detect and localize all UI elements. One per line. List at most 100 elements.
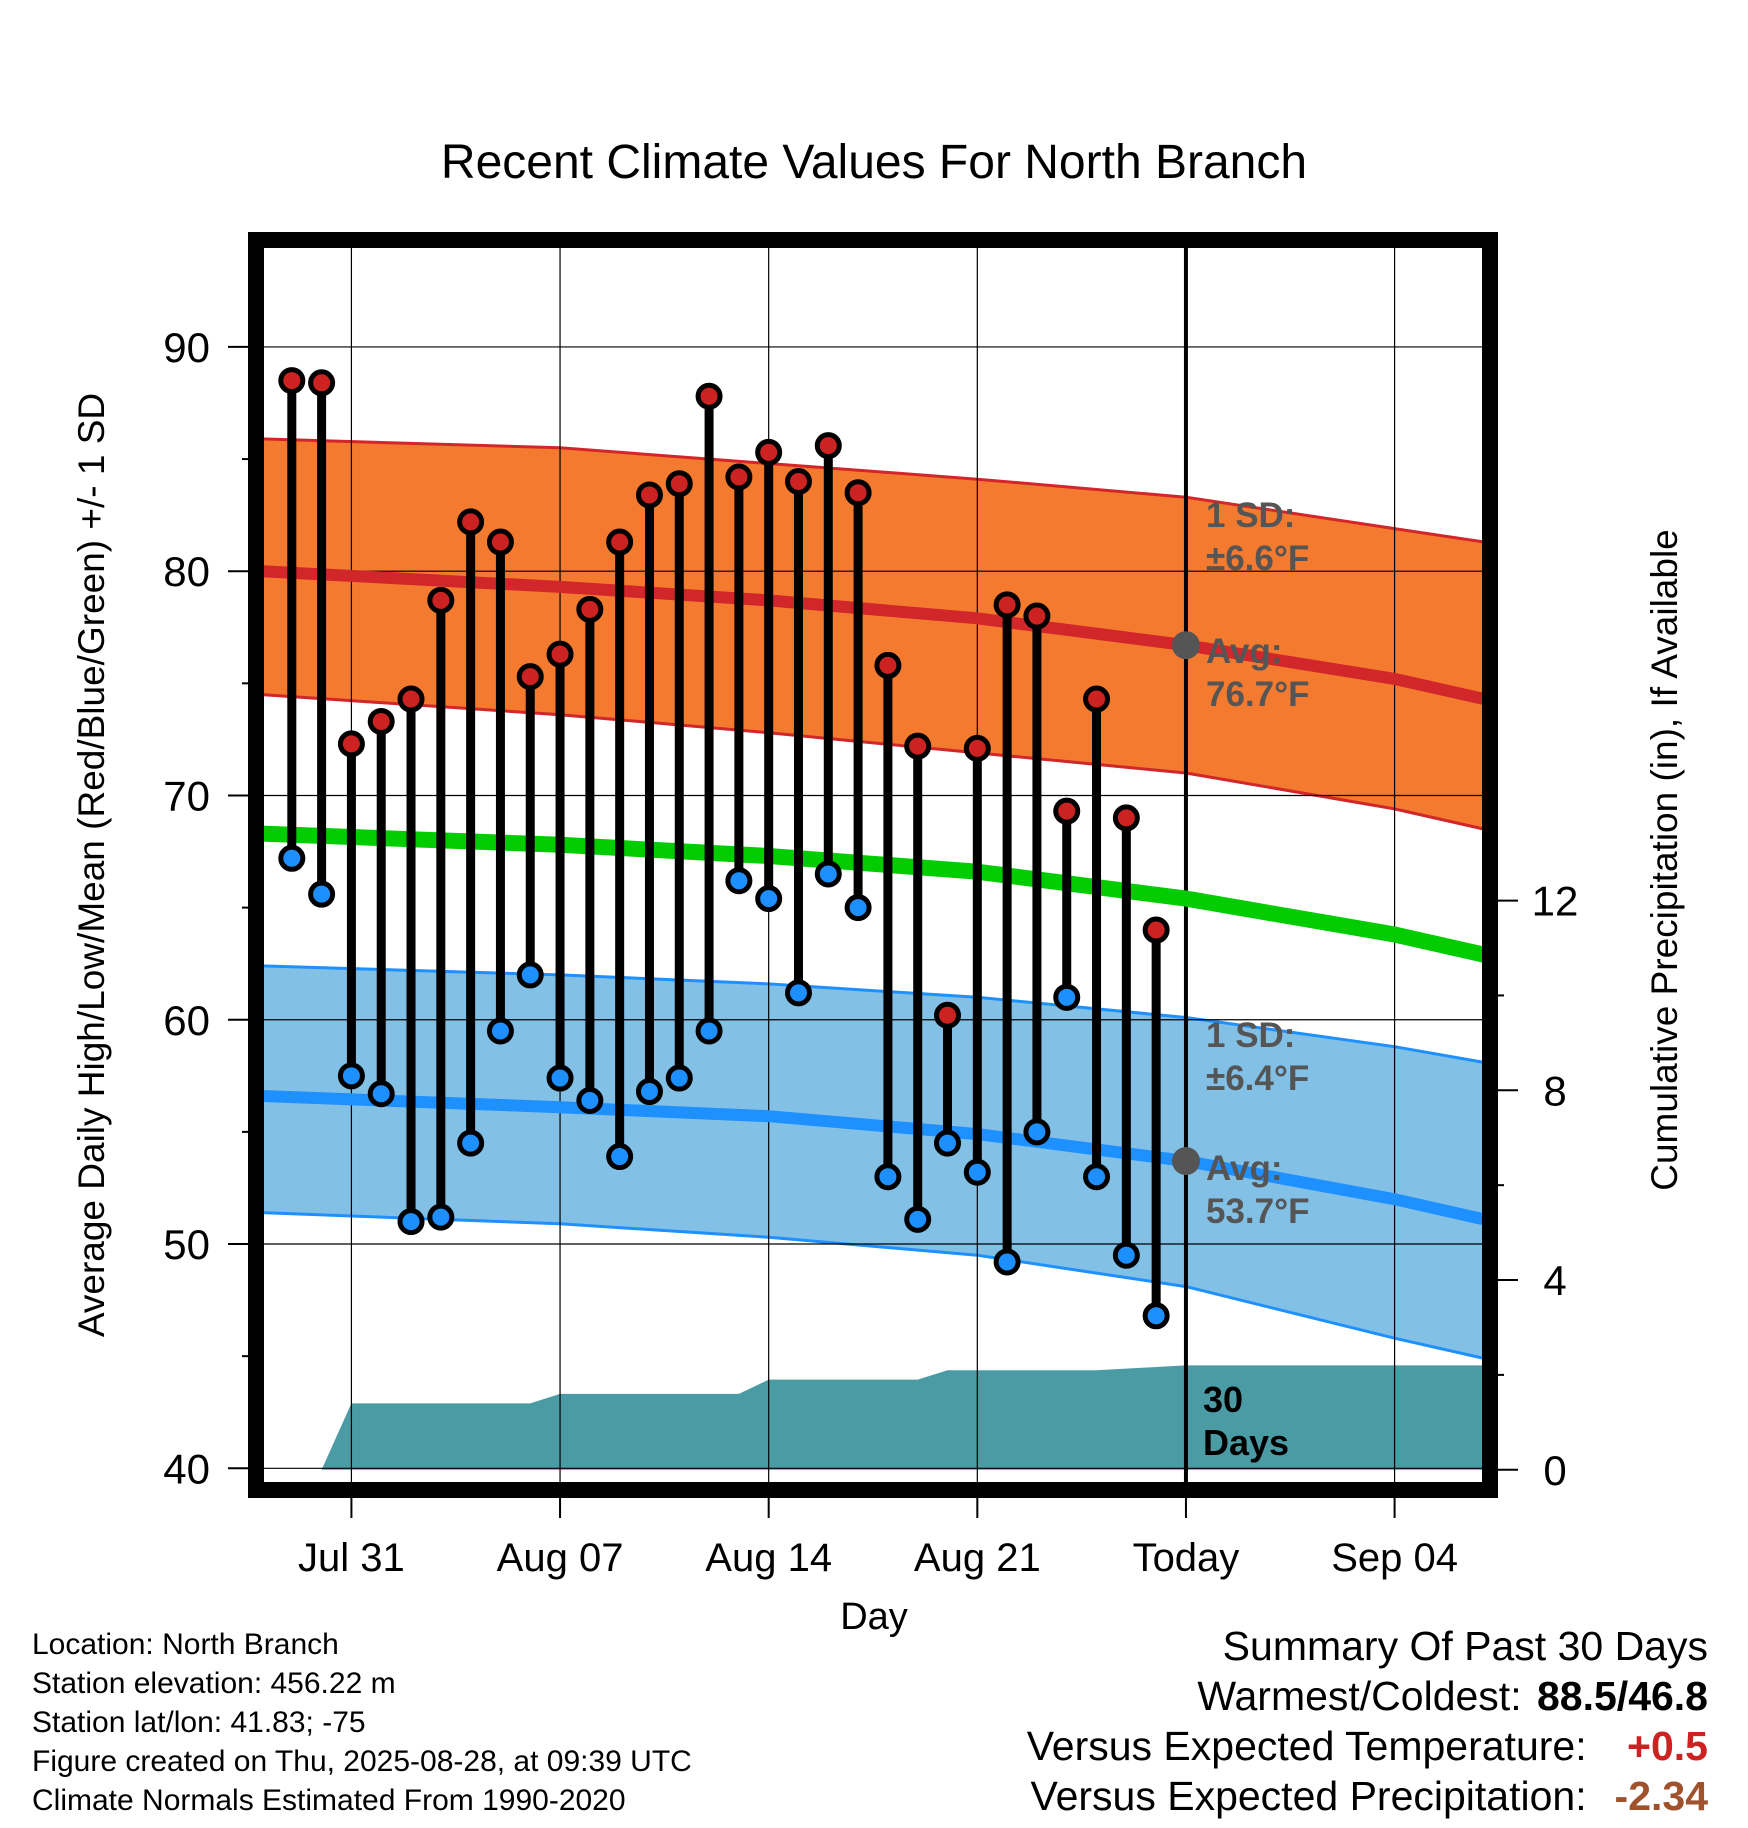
x-tick-label: Today xyxy=(1133,1536,1240,1580)
daily-low-point xyxy=(367,1080,395,1108)
daily-high-point xyxy=(874,651,902,679)
daily-low-point xyxy=(784,979,812,1007)
daily-low-point xyxy=(308,880,336,908)
y-right-tick-label: 8 xyxy=(1543,1067,1566,1114)
low-avg-value: 53.7°F xyxy=(1206,1192,1310,1231)
daily-low-point xyxy=(874,1163,902,1191)
y-right-tick-label: 12 xyxy=(1532,878,1579,925)
daily-high-point xyxy=(934,1001,962,1029)
today-low-avg-marker xyxy=(1171,1147,1200,1176)
high-avg-value: 76.7°F xyxy=(1206,675,1310,714)
y-axis-label-right: Cumulative Precipitation (in), If Availa… xyxy=(1644,529,1685,1191)
y-right-tick-label: 0 xyxy=(1543,1447,1566,1494)
daily-low-point xyxy=(1023,1118,1051,1146)
y-left-tick-label: 40 xyxy=(163,1445,210,1492)
x-tick-label: Sep 04 xyxy=(1331,1536,1458,1580)
daily-high-point xyxy=(1112,804,1140,832)
low-sd-value: ±6.4°F xyxy=(1206,1059,1309,1098)
daily-low-point xyxy=(486,1017,514,1045)
daily-high-point xyxy=(904,732,932,760)
daily-high-point xyxy=(546,640,574,668)
cumulative-precip-area xyxy=(321,1365,1485,1470)
high-sd-band xyxy=(262,438,1484,830)
high-sd-value: ±6.6°F xyxy=(1206,539,1309,578)
daily-high-point xyxy=(397,685,425,713)
daily-high-point xyxy=(844,479,872,507)
x-tick-label: Aug 14 xyxy=(705,1536,832,1580)
low-sd-label: 1 SD: xyxy=(1206,1016,1295,1055)
daily-high-point xyxy=(308,369,336,397)
y-left-tick-label: 60 xyxy=(163,997,210,1044)
elevation-text: Station elevation: 456.22 m xyxy=(32,1667,396,1700)
warm-cold-label: Warmest/Coldest: xyxy=(1197,1673,1522,1719)
low-sd-band xyxy=(262,965,1484,1359)
low-avg-label: Avg: xyxy=(1206,1149,1282,1188)
daily-low-point xyxy=(397,1208,425,1236)
y-left-tick-label: 70 xyxy=(163,772,210,819)
daily-low-point xyxy=(546,1064,574,1092)
daily-high-point xyxy=(1142,916,1170,944)
y-axis-label-left: Average Daily High/Low/Mean (Red/Blue/Gr… xyxy=(71,392,112,1338)
daily-low-point xyxy=(814,860,842,888)
daily-low-point xyxy=(755,885,783,913)
daily-low-point xyxy=(427,1203,455,1231)
daily-low-point xyxy=(844,894,872,922)
daily-low-point xyxy=(457,1129,485,1157)
daily-high-point xyxy=(993,591,1021,619)
warm-cold-value: 88.5/46.8 xyxy=(1533,1671,1708,1721)
daily-high-point xyxy=(516,663,544,691)
daily-low-point xyxy=(337,1062,365,1090)
temp-value: +0.5 xyxy=(1627,1723,1708,1769)
daily-high-point xyxy=(755,438,783,466)
summary-heading: Summary Of Past 30 Days xyxy=(1222,1623,1708,1669)
chart-title: Recent Climate Values For North Branch xyxy=(440,136,1308,189)
daily-low-point xyxy=(576,1086,604,1114)
normals-text: Climate Normals Estimated From 1990-2020 xyxy=(32,1784,626,1817)
daily-low-point xyxy=(516,961,544,989)
y-left-tick-label: 50 xyxy=(163,1221,210,1268)
daily-high-point xyxy=(337,730,365,758)
daily-low-point xyxy=(963,1158,991,1186)
daily-high-point xyxy=(665,470,693,498)
warm-cold-slash: / xyxy=(1616,1673,1629,1719)
daily-high-point xyxy=(635,481,663,509)
plot-border xyxy=(248,232,1498,1498)
daily-high-point xyxy=(1023,602,1051,630)
daily-markers xyxy=(278,367,1170,1330)
normal-high-line xyxy=(261,565,1486,705)
created-text: Figure created on Thu, 2025-08-28, at 09… xyxy=(32,1745,692,1778)
latlon-text: Station lat/lon: 41.83; -75 xyxy=(32,1706,366,1739)
precip-label: Versus Expected Precipitation: xyxy=(1030,1773,1587,1819)
daily-high-point xyxy=(367,707,395,735)
daily-low-point xyxy=(278,844,306,872)
high-avg-label: Avg: xyxy=(1206,632,1282,671)
station-info: Location: North Branch Station elevation… xyxy=(32,1625,692,1820)
x-tick-label: Aug 21 xyxy=(914,1536,1041,1580)
daily-high-point xyxy=(576,595,604,623)
summary-precip: Versus Expected Precipitation: -2.34 xyxy=(1027,1771,1709,1821)
daily-low-point xyxy=(1083,1163,1111,1191)
warmest-value: 88.5 xyxy=(1536,1673,1617,1719)
daily-high-point xyxy=(457,508,485,536)
daily-high-point xyxy=(1083,685,1111,713)
y-left-tick-label: 80 xyxy=(163,548,210,595)
daily-high-point xyxy=(278,367,306,395)
temp-label: Versus Expected Temperature: xyxy=(1026,1723,1587,1769)
daily-high-point xyxy=(606,528,634,556)
daily-low-point xyxy=(1112,1241,1140,1269)
daily-low-point xyxy=(725,867,753,895)
daily-high-point xyxy=(427,586,455,614)
daily-low-point xyxy=(695,1017,723,1045)
daily-high-point xyxy=(695,382,723,410)
precip-period-number: 30 xyxy=(1203,1379,1243,1420)
x-axis-label: Day xyxy=(840,1596,908,1638)
daily-high-point xyxy=(725,463,753,491)
precip-area xyxy=(321,1365,1485,1470)
daily-high-point xyxy=(784,467,812,495)
daily-low-point xyxy=(665,1064,693,1092)
x-tick-label: Aug 07 xyxy=(497,1536,624,1580)
precip-value: -2.34 xyxy=(1614,1773,1708,1819)
summary-warm-cold: Warmest/Coldest: 88.5/46.8 xyxy=(1027,1671,1708,1721)
summary-temp: Versus Expected Temperature: +0.5 xyxy=(1027,1721,1708,1771)
